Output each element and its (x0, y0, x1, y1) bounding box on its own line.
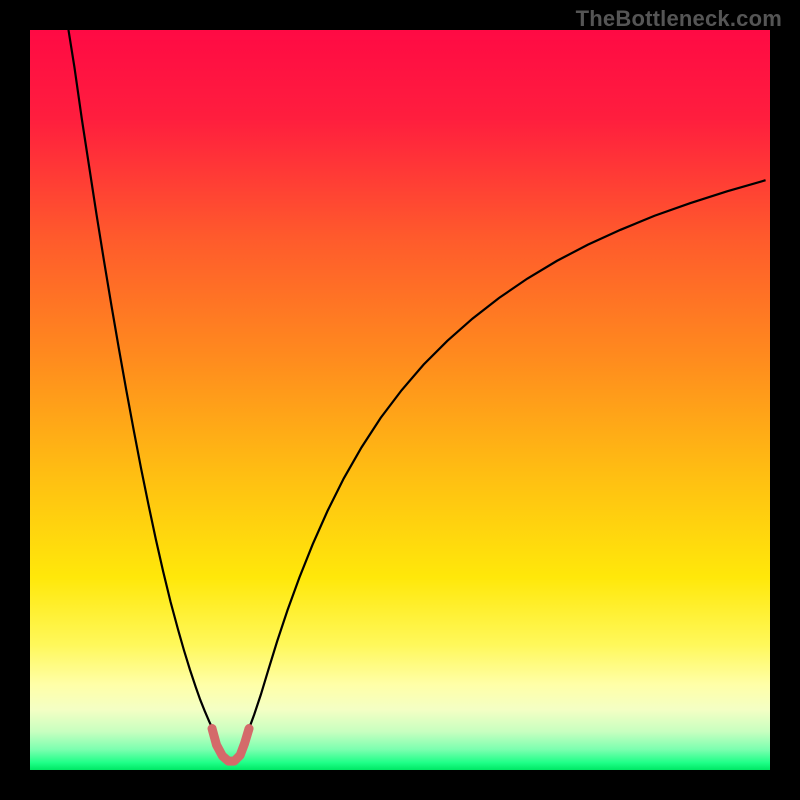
gradient-background (30, 30, 770, 770)
plot-svg (30, 30, 770, 770)
chart-frame: TheBottleneck.com (0, 0, 800, 800)
watermark-text: TheBottleneck.com (576, 6, 782, 32)
plot-area (30, 30, 770, 770)
